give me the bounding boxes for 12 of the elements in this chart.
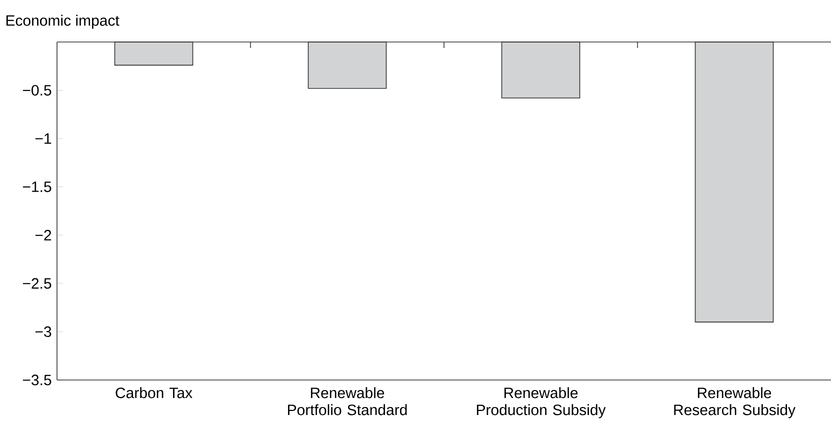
- x-tick-label: Renewable Research Subsidy: [674, 387, 796, 418]
- x-tick-label: Renewable Portfolio Standard: [288, 387, 407, 416]
- y-tick-label: −2: [35, 230, 52, 240]
- y-tick-label: −1.5: [22, 182, 52, 192]
- y-tick-label: −3: [35, 326, 52, 338]
- y-tick-label: −3.5: [22, 374, 52, 386]
- y-tick-label: −0.5: [22, 84, 52, 96]
- x-tick-label: Renewable Production Subsidy: [476, 387, 606, 418]
- x-tick-label: Carbon Tax: [116, 387, 192, 398]
- y-tick-label: −1: [35, 133, 52, 144]
- y-tick-label: −2.5: [22, 278, 52, 289]
- y-axis-title: Economic impact: [6, 14, 120, 29]
